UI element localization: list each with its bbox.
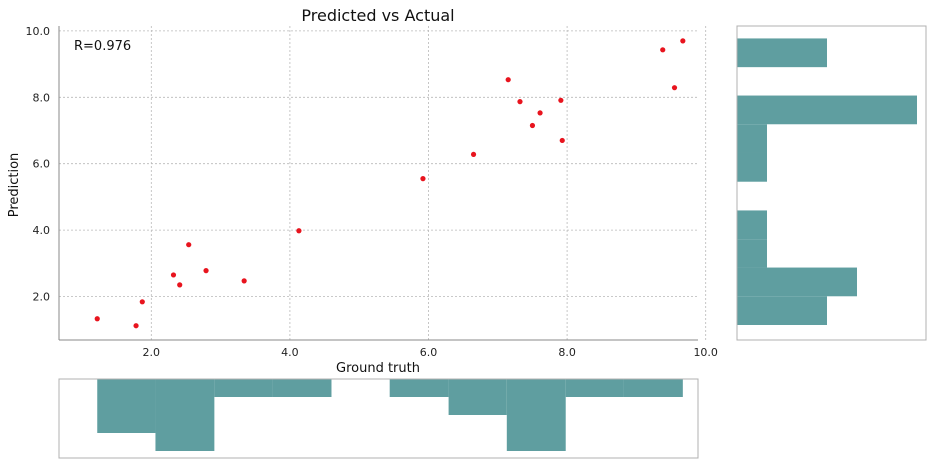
y-histogram-bar <box>737 124 767 153</box>
y-tick-label: 4.0 <box>33 224 51 237</box>
x-histogram-bar <box>272 379 332 397</box>
x-histogram-bar <box>214 379 273 397</box>
main-gridlines <box>59 26 707 340</box>
scatter-point <box>537 110 543 116</box>
x-tick-label: 2.0 <box>143 346 161 359</box>
scatter-point <box>558 97 564 103</box>
scatter-point <box>470 151 477 158</box>
chart-title: Predicted vs Actual <box>301 6 454 25</box>
x-histogram-bar <box>389 379 449 397</box>
scatter-point <box>559 137 565 144</box>
y-histogram-bar <box>737 210 767 240</box>
x-tick-label: 6.0 <box>420 346 438 359</box>
x-histogram-bars <box>97 379 683 451</box>
y-histogram-bars <box>737 38 917 325</box>
scatter-point <box>296 228 302 234</box>
x-tick-labels: 2.0 4.0 6.0 8.0 10.0 <box>143 346 718 359</box>
scatter-point <box>505 77 511 83</box>
y-tick-label: 8.0 <box>33 91 51 104</box>
scatter-points <box>94 38 686 329</box>
scatter-point <box>94 316 100 322</box>
x-histogram-bar <box>565 379 624 397</box>
x-histogram-frame <box>58 378 699 459</box>
x-histogram-bar <box>506 379 566 451</box>
x-histogram-bar <box>623 379 683 397</box>
scatter-point <box>660 47 666 53</box>
x-axis-label: Ground truth <box>336 361 420 376</box>
scatter-point <box>517 99 523 105</box>
x-histogram-panel <box>58 378 699 459</box>
scatter-point <box>177 282 183 288</box>
scatter-point <box>680 38 686 44</box>
main-axes-spines <box>58 26 698 341</box>
scatter-point <box>203 268 209 274</box>
y-tick-label: 10.0 <box>26 25 51 38</box>
y-tick-labels: 2.0 4.0 6.0 8.0 10.0 <box>26 25 51 304</box>
correlation-annotation: R=0.976 <box>74 39 131 54</box>
scatter-point <box>671 85 678 91</box>
main-scatter-plot: 2.0 4.0 6.0 8.0 10.0 2.0 4.0 6.0 8.0 10.0 Predic… <box>7 6 718 376</box>
scatter-point <box>133 323 139 329</box>
x-tick-label: 4.0 <box>281 346 299 359</box>
x-histogram-bar <box>97 379 156 433</box>
x-histogram-bar <box>448 379 507 415</box>
y-histogram-bar <box>737 152 767 182</box>
scatter-point <box>186 242 192 248</box>
y-histogram-bar <box>737 296 827 325</box>
y-axis-label: Prediction <box>7 153 22 218</box>
y-histogram-bar <box>737 38 827 68</box>
scatter-point <box>139 299 145 305</box>
x-tick-label: 10.0 <box>693 346 718 359</box>
y-tick-label: 6.0 <box>33 158 51 171</box>
y-histogram-frame <box>736 25 927 341</box>
y-histogram-bar <box>737 95 917 125</box>
x-tick-label: 8.0 <box>558 346 576 359</box>
y-tick-label: 2.0 <box>33 291 51 304</box>
scatter-point <box>241 278 247 284</box>
y-histogram-panel <box>736 25 927 341</box>
scatter-point <box>170 272 177 278</box>
scatter-point <box>420 176 426 182</box>
scatter-point <box>529 122 536 129</box>
y-histogram-bar <box>737 239 767 268</box>
y-histogram-bar <box>737 267 857 297</box>
x-histogram-bar <box>155 379 215 451</box>
